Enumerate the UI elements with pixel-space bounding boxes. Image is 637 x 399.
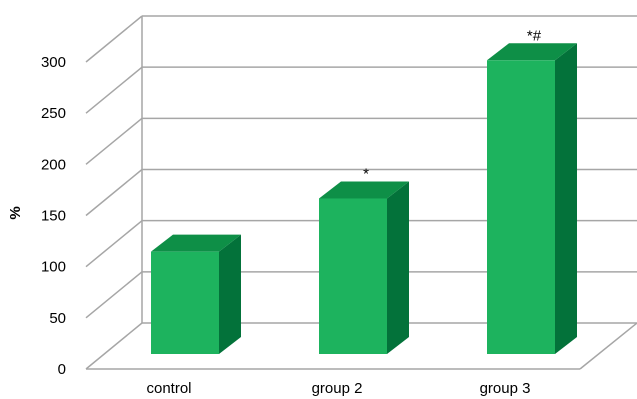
gridline-diagonal — [85, 168, 143, 217]
y-tick-label: 100 — [41, 259, 66, 276]
y-tick-label: 250 — [41, 105, 66, 122]
bar-side-face — [387, 181, 409, 354]
bar-top-face — [151, 234, 241, 252]
x-category-label: control — [146, 380, 191, 397]
bar-control — [151, 234, 241, 354]
bars-layer: * *# — [151, 27, 577, 354]
gridline-diagonal — [85, 271, 143, 319]
significance-marker: * — [363, 165, 369, 182]
bar-group-2: * — [319, 165, 409, 354]
floor-right-edge — [579, 322, 637, 370]
bar-side-face — [219, 234, 241, 354]
y-tick-label: 300 — [41, 54, 66, 71]
y-tick-label: 150 — [41, 208, 66, 225]
bar-group-3: *# — [487, 27, 577, 354]
gridline-diagonal — [85, 117, 143, 165]
x-category-label: group 3 — [480, 380, 531, 397]
gridline-diagonal — [85, 15, 143, 63]
gridline-diagonal — [85, 66, 143, 114]
gridline-diagonal — [85, 322, 143, 370]
x-category-labels: control group 2 group 3 — [146, 380, 530, 397]
x-category-label: group 2 — [312, 380, 363, 397]
bar-front-face — [151, 251, 219, 354]
y-tick-label: 0 — [58, 361, 66, 378]
significance-marker: *# — [527, 27, 542, 44]
bar-front-face — [487, 60, 555, 354]
y-tick-labels: 0 50 100 150 200 250 300 — [41, 54, 66, 378]
y-tick-label: 50 — [49, 310, 66, 327]
bar-top-face — [487, 43, 577, 61]
bar-top-face — [319, 181, 409, 199]
y-tick-label: 200 — [41, 156, 66, 173]
gridline-diagonal — [85, 220, 143, 268]
y-axis-label: % — [7, 206, 24, 219]
bar-front-face — [319, 198, 387, 354]
bar-side-face — [555, 43, 577, 354]
